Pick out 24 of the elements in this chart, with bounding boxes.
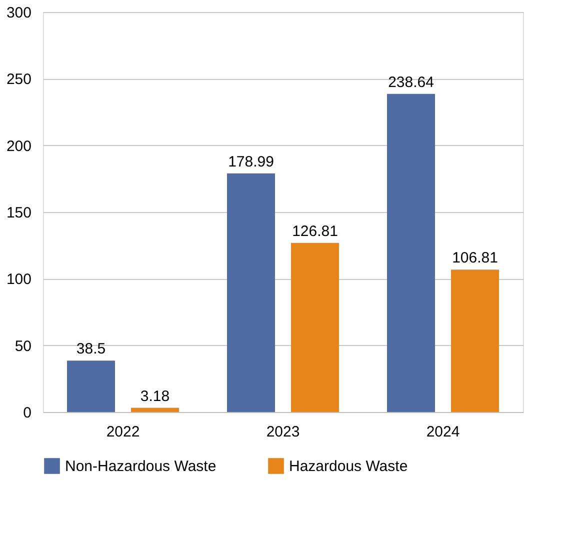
bar — [387, 94, 435, 412]
y-tick-label: 300 — [6, 4, 32, 22]
bar — [291, 242, 339, 412]
y-tick-label: 50 — [14, 338, 32, 355]
data-label: 126.81 — [292, 222, 338, 240]
data-label: 106.81 — [452, 250, 498, 267]
bar — [131, 408, 179, 412]
data-label: 38.5 — [76, 340, 106, 358]
legend-label: Hazardous Waste — [289, 458, 408, 475]
y-tick-label: 150 — [6, 204, 32, 222]
y-tick-label: 250 — [6, 71, 32, 88]
y-tick-label: 0 — [23, 404, 32, 422]
legend-label: Non-Hazardous Waste — [65, 458, 216, 475]
data-label: 3.18 — [140, 388, 170, 405]
bar — [451, 270, 499, 412]
y-tick-label: 200 — [6, 138, 32, 155]
y-tick-label: 100 — [6, 271, 32, 288]
x-tick-label: 2022 — [106, 424, 140, 440]
x-tick-label: 2023 — [266, 424, 300, 440]
data-label: 238.64 — [388, 74, 434, 91]
data-label: 178.99 — [228, 153, 274, 170]
bar — [227, 173, 275, 412]
x-tick-label: 2024 — [426, 424, 460, 440]
bar — [67, 360, 115, 412]
